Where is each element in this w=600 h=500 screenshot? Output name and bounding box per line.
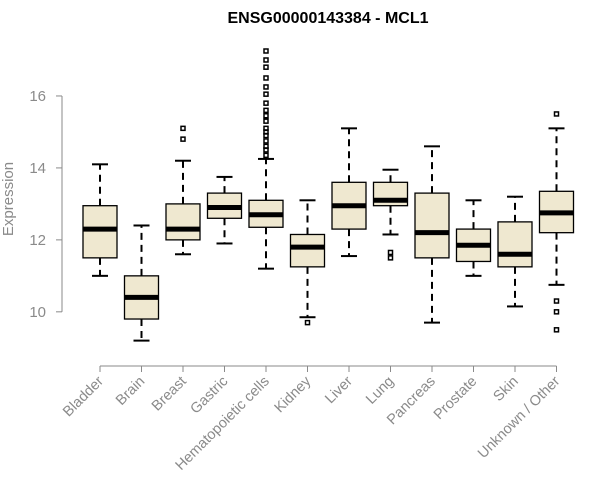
x-tick-label: Breast [149, 374, 190, 415]
outlier-point [263, 152, 269, 159]
box-group [248, 48, 284, 270]
iqr-box [414, 192, 450, 259]
outlier-point [263, 143, 269, 150]
outlier-point [553, 298, 560, 304]
box-group [123, 224, 160, 342]
y-axis-label: Expression [0, 162, 17, 236]
box-group [331, 127, 367, 258]
box-group [497, 195, 533, 308]
outlier-point [304, 319, 311, 326]
outlier-point [387, 255, 394, 261]
x-tick-label: Lung [363, 374, 397, 408]
y-tick-label: 14 [29, 160, 46, 177]
outlier-point [263, 64, 269, 70]
box-group [455, 199, 492, 277]
y-axis: 10 12 14 16 [29, 88, 63, 321]
outlier-point [263, 48, 269, 54]
outlier-point [263, 91, 269, 97]
x-tick-label: Prostate [431, 374, 480, 423]
outlier-point [263, 84, 269, 90]
y-tick-label: 12 [29, 232, 46, 249]
iqr-box [82, 205, 118, 259]
outlier-point [263, 113, 269, 119]
box-group [206, 175, 243, 245]
box-group [165, 125, 201, 256]
box-group [289, 199, 326, 326]
y-tick-label: 10 [29, 304, 46, 321]
outlier-point [180, 136, 186, 142]
plot-area [82, 48, 575, 342]
iqr-box [497, 221, 533, 268]
x-tick-label: Bladder [60, 373, 107, 420]
outlier-point [553, 327, 560, 333]
outlier-point [553, 309, 560, 315]
x-tick-label: Kidney [272, 373, 315, 416]
chart-title: ENSG00000143384 - MCL1 [228, 10, 429, 27]
iqr-box [165, 203, 201, 241]
outlier-point [263, 107, 269, 114]
box-group [538, 111, 575, 333]
outlier-point [263, 75, 269, 81]
y-tick-label: 16 [29, 88, 46, 105]
box-group [372, 168, 409, 261]
iqr-box [289, 233, 326, 268]
outlier-point [263, 100, 269, 106]
outlier-point [387, 249, 394, 256]
box-group [414, 145, 450, 324]
box-group [82, 163, 118, 277]
x-tick-label: Liver [322, 373, 356, 407]
x-tick-label: Brain [113, 374, 148, 409]
outlier-point [263, 57, 269, 63]
outlier-point [263, 118, 269, 124]
x-tick-label: Skin [491, 374, 522, 405]
outlier-point [553, 111, 560, 117]
outlier-point [180, 125, 186, 132]
outlier-point [263, 138, 269, 144]
outlier-point [263, 125, 269, 132]
